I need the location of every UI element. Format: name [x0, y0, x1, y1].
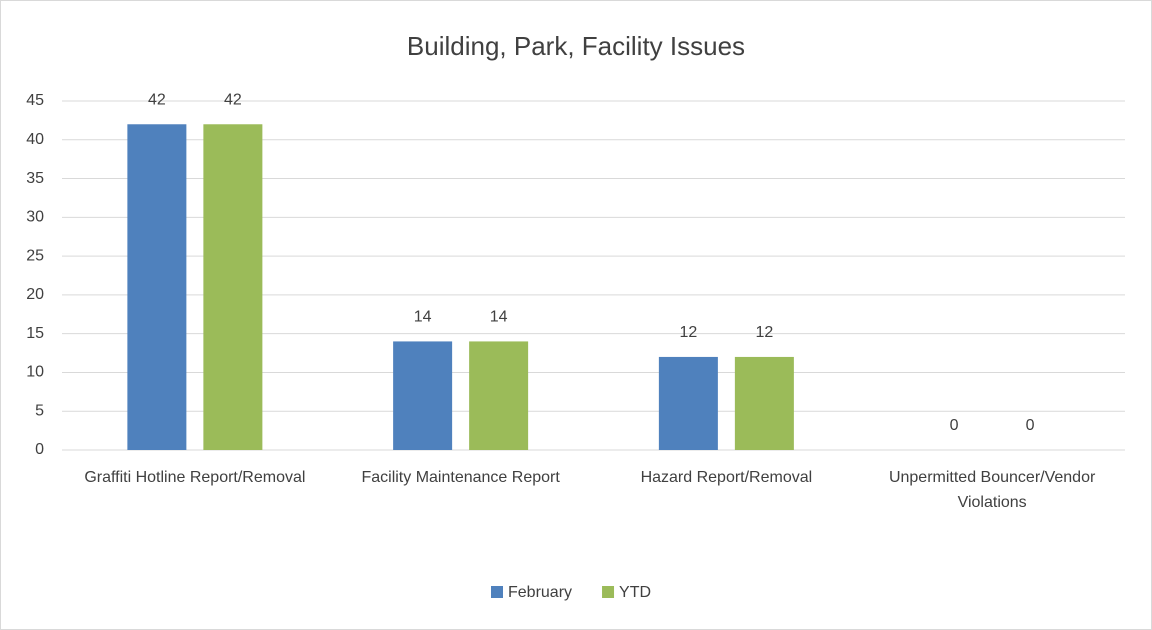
y-tick-label: 5 — [35, 402, 44, 419]
data-label: 0 — [950, 417, 959, 434]
bar — [127, 124, 187, 451]
x-tick-label: Unpermitted Bouncer/Vendor Violations — [889, 469, 1096, 511]
data-label: 42 — [148, 91, 166, 108]
y-tick-label: 45 — [26, 92, 44, 109]
bar — [658, 356, 718, 450]
data-label: 12 — [679, 324, 697, 341]
bar — [469, 341, 529, 450]
data-label: 14 — [490, 309, 508, 326]
legend-label: February — [508, 584, 572, 601]
x-tick-label: Hazard Report/Removal — [641, 469, 813, 486]
y-tick-label: 20 — [26, 286, 44, 303]
data-label: 42 — [224, 91, 242, 108]
chart-title: Building, Park, Facility Issues — [407, 31, 745, 61]
data-label: 14 — [414, 309, 432, 326]
y-tick-label: 40 — [26, 131, 44, 148]
x-tick-label: Facility Maintenance Report — [361, 469, 560, 486]
bar — [393, 341, 453, 450]
x-tick-label-line: Hazard Report/Removal — [641, 469, 813, 486]
legend-label: YTD — [619, 584, 651, 601]
bar — [734, 356, 794, 450]
y-tick-label: 35 — [26, 170, 44, 187]
x-tick-label-line: Graffiti Hotline Report/Removal — [84, 469, 305, 486]
y-tick-label: 30 — [26, 209, 44, 226]
bar — [203, 124, 263, 451]
x-tick-label: Graffiti Hotline Report/Removal — [84, 469, 305, 486]
data-label: 12 — [755, 324, 773, 341]
x-tick-label-line: Facility Maintenance Report — [361, 469, 560, 486]
x-tick-label-line: Violations — [958, 494, 1027, 511]
y-tick-label: 10 — [26, 364, 44, 381]
y-tick-label: 0 — [35, 441, 44, 458]
y-tick-label: 15 — [26, 325, 44, 342]
x-tick-label-line: Unpermitted Bouncer/Vendor — [889, 469, 1096, 486]
legend-swatch — [491, 586, 503, 598]
y-tick-label: 25 — [26, 247, 44, 264]
data-label: 0 — [1026, 417, 1035, 434]
legend-swatch — [602, 586, 615, 598]
